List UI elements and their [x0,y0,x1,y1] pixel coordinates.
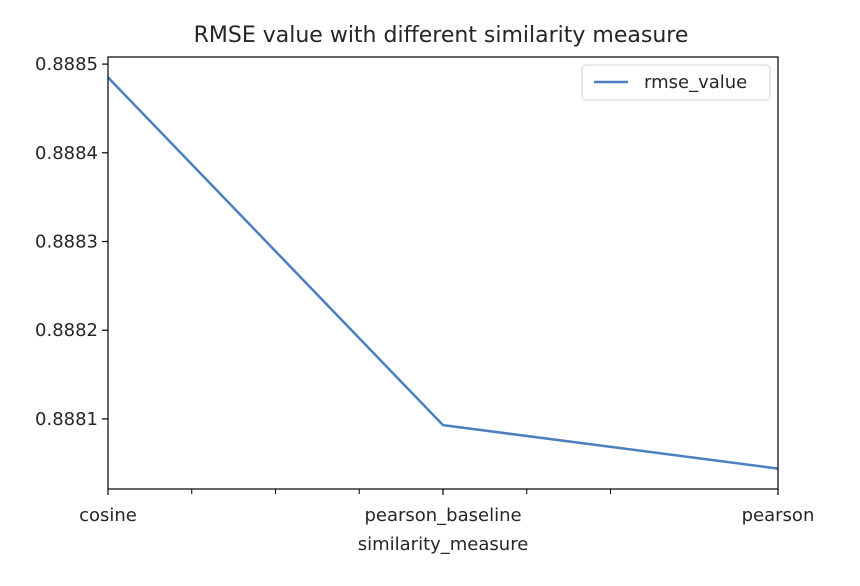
x-tick-label: pearson_baseline [364,505,521,526]
legend: rmse_value [581,64,771,101]
y-tick-label: 0.8882 [35,320,98,341]
y-tick-label: 0.8885 [35,54,98,75]
x-axis-title: similarity_measure [358,534,529,555]
y-axis: 0.8881 0.8882 0.8883 0.8884 0.8885 [35,54,108,430]
legend-label: rmse_value [644,72,747,93]
x-axis: cosine pearson_baseline pearson [79,489,814,526]
series-group [107,76,779,470]
plot-frame [107,56,779,490]
y-tick-label: 0.8883 [35,232,98,253]
y-tick-label: 0.8884 [35,143,98,164]
x-tick-label: cosine [79,505,137,526]
x-tick-label: pearson [742,505,815,526]
chart-title: RMSE value with different similarity mea… [194,23,689,48]
series-line-rmse_value [107,76,779,470]
legend-box [581,64,771,101]
y-tick-label: 0.8881 [35,409,98,430]
